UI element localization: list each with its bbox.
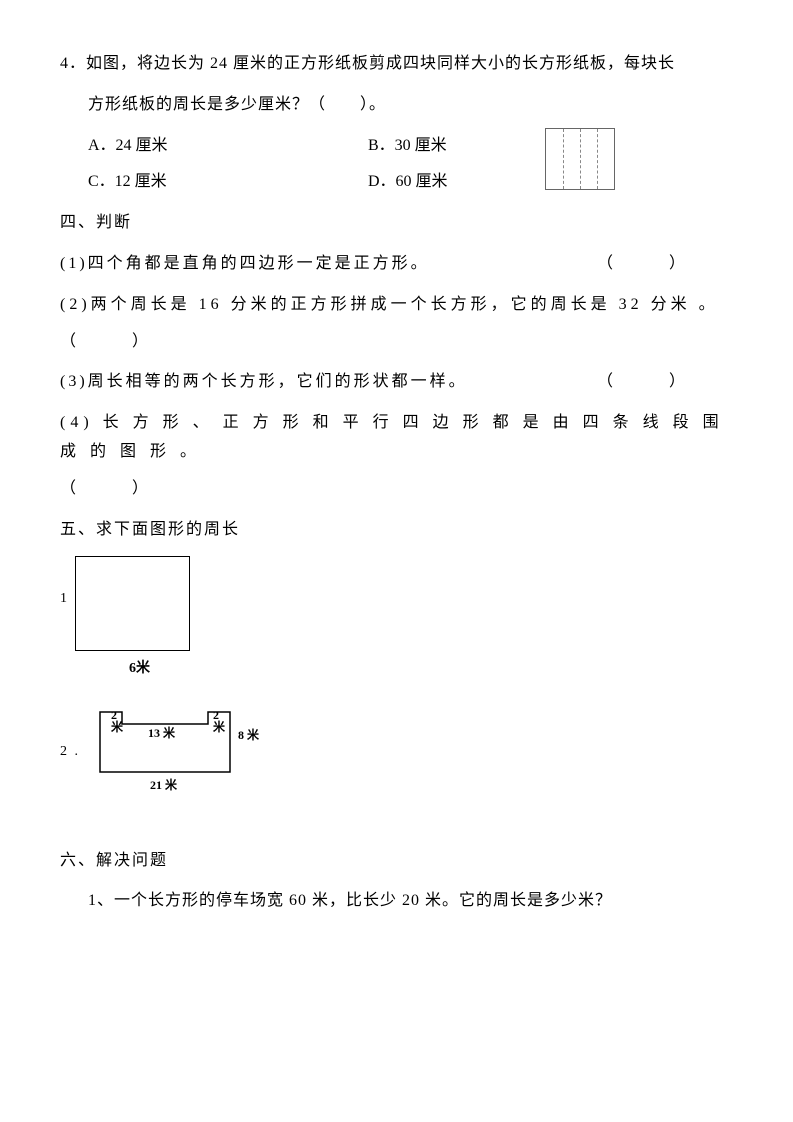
shape1-wrap: 1 bbox=[60, 556, 733, 651]
section6-q1-num: 1、 bbox=[88, 892, 114, 909]
judge-bracket-4: （ ） bbox=[60, 475, 733, 504]
q4-figure-dash2 bbox=[580, 129, 581, 189]
shape2-svg: 2 米 2 米 13 米 8 米 21 米 bbox=[90, 707, 290, 797]
shape2-wrap: 2 . 2 米 2 米 13 米 8 米 21 米 bbox=[60, 707, 733, 797]
judge-bracket-3: （ ） bbox=[597, 368, 693, 397]
q4-figure bbox=[545, 128, 625, 198]
q4-line1: 4．如图，将边长为 24 厘米的正方形纸板剪成四块同样大小的长方形纸板，每块长 bbox=[60, 50, 733, 79]
q4-opt-a: A．24 厘米 bbox=[88, 132, 368, 161]
judge-item-3: (3)周长相等的两个长方形，它们的形状都一样。 （ ） bbox=[60, 368, 733, 397]
q4-opt-c: C．12 厘米 bbox=[88, 168, 368, 197]
judge-text-2: (2)两个周长是 16 分米的正方形拼成一个长方形，它的周长是 32 分米 。 bbox=[60, 296, 719, 313]
q4-options-row2: C．12 厘米 D．60 厘米 bbox=[60, 168, 733, 197]
q4-line2: 方形纸板的周长是多少厘米？（ ）。 bbox=[60, 91, 733, 120]
judge-item-2: (2)两个周长是 16 分米的正方形拼成一个长方形，它的周长是 32 分米 。 bbox=[60, 291, 733, 320]
section4-title: 四、判断 bbox=[60, 209, 733, 238]
judge-item-4: (4) 长 方 形 、 正 方 形 和 平 行 四 边 形 都 是 由 四 条 … bbox=[60, 409, 733, 467]
shape2-label-right: 8 米 bbox=[238, 727, 260, 742]
shape1-label: 6米 bbox=[82, 656, 197, 681]
shape1-box bbox=[75, 556, 190, 651]
shape2-label-tl-unit: 米 bbox=[111, 719, 124, 734]
q4-text1: 如图，将边长为 24 厘米的正方形纸板剪成四块同样大小的长方形纸板，每块长 bbox=[86, 55, 675, 72]
judge-item-1: (1)四个角都是直角的四边形一定是正方形。 （ ） bbox=[60, 250, 733, 279]
shape2-label-tr-unit: 米 bbox=[213, 719, 226, 734]
q4-figure-outer bbox=[545, 128, 615, 190]
judge-text-1: (1)四个角都是直角的四边形一定是正方形。 bbox=[60, 250, 430, 279]
section6-q1-text: 一个长方形的停车场宽 60 米，比长少 20 米。它的周长是多少米？ bbox=[114, 892, 612, 909]
q4-figure-dash3 bbox=[597, 129, 598, 189]
shape2-label-notch: 13 米 bbox=[148, 725, 176, 740]
judge-bracket-2: （ ） bbox=[60, 328, 733, 357]
shape2-num: 2 . bbox=[60, 739, 80, 764]
section6-title: 六、解决问题 bbox=[60, 847, 733, 876]
judge-text-4: (4) 长 方 形 、 正 方 形 和 平 行 四 边 形 都 是 由 四 条 … bbox=[60, 414, 724, 460]
section6-q1: 1、一个长方形的停车场宽 60 米，比长少 20 米。它的周长是多少米？ bbox=[60, 887, 733, 916]
judge-text-3: (3)周长相等的两个长方形，它们的形状都一样。 bbox=[60, 368, 468, 397]
section5-title: 五、求下面图形的周长 bbox=[60, 516, 733, 545]
q4-num: 4． bbox=[60, 55, 86, 72]
judge-bracket-1: （ ） bbox=[597, 250, 693, 279]
q4-figure-dash1 bbox=[563, 129, 564, 189]
shape1-area: 1 6米 bbox=[60, 556, 733, 681]
q4-options-row1: A．24 厘米 B．30 厘米 bbox=[60, 132, 733, 161]
shape1-num: 1 bbox=[60, 586, 67, 611]
shape2-label-bottom: 21 米 bbox=[150, 777, 178, 792]
